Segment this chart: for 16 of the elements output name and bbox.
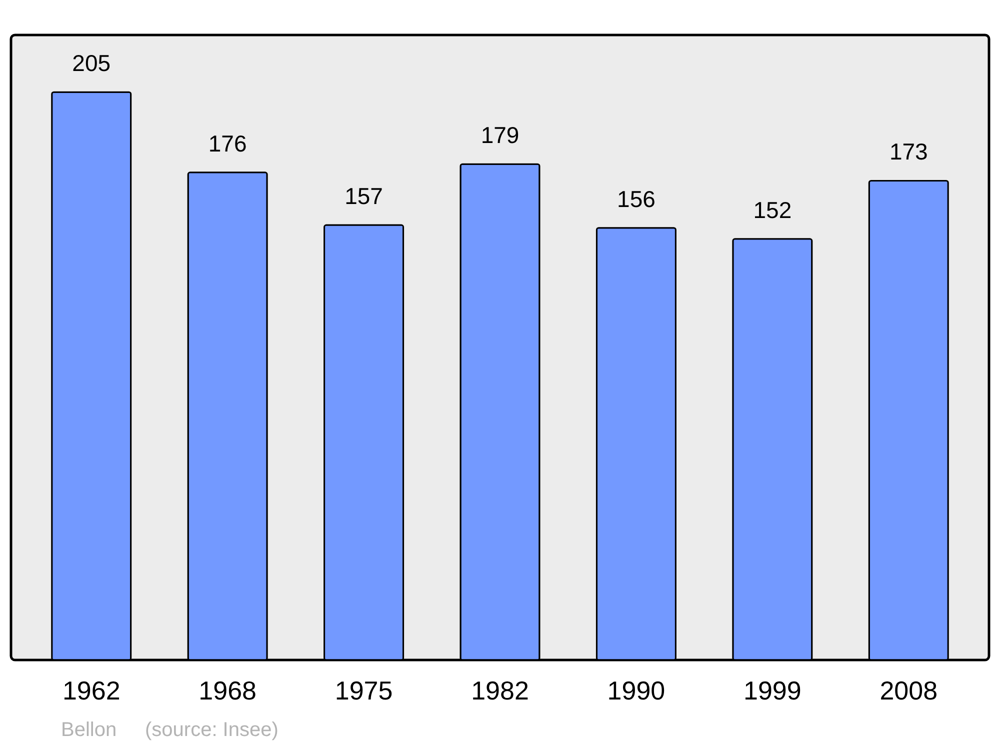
data-label: 156 [617, 186, 656, 212]
data-label: 152 [753, 196, 792, 223]
x-tick-label: 1968 [198, 676, 256, 706]
x-tick-label: 2008 [880, 676, 938, 706]
x-tick-label: 1962 [62, 676, 120, 706]
x-tick-label: 1999 [744, 676, 802, 706]
data-label: 179 [480, 122, 520, 148]
x-tick-label: 1982 [471, 676, 529, 706]
data-label: 176 [208, 130, 247, 156]
text: Bellon [61, 719, 117, 741]
data-label: 173 [889, 138, 928, 165]
data-label: 157 [344, 183, 383, 210]
data-label: 205 [72, 50, 111, 76]
x-tick-label: 1990 [607, 676, 666, 706]
x-tick-label: 1975 [334, 676, 393, 706]
text: (source: Insee) [145, 719, 278, 741]
